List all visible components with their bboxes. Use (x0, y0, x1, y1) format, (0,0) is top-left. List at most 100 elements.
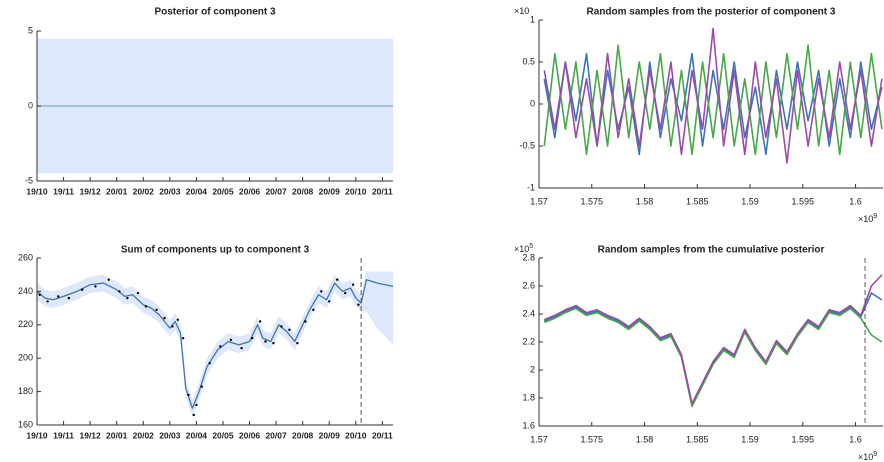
series-line (543, 27, 883, 164)
axis-multiplier: ×105 (514, 243, 533, 255)
observation (357, 303, 360, 306)
y-tick-label: 1.8 (522, 392, 535, 402)
x-tick-label: 20/04 (186, 430, 208, 440)
x-tick-label: 20/04 (186, 186, 208, 196)
x-tick-label: 1.585 (686, 196, 709, 206)
x-tick-label: 1.58 (636, 434, 654, 444)
x-tick-label: 20/11 (372, 186, 393, 196)
chart-title: Sum of components up to component 3 (121, 245, 310, 256)
observation (219, 345, 222, 348)
x-tick-label: 20/01 (106, 430, 128, 440)
observation (67, 296, 71, 300)
multiplier-power: 9 (873, 451, 877, 458)
multiplier-power: 9 (873, 213, 877, 220)
y-tick-label: 2.4 (522, 308, 535, 318)
chart-title: Random samples from the cumulative poste… (598, 245, 825, 256)
observation (351, 283, 355, 286)
observation (240, 346, 243, 350)
y-tick-label: 200 (18, 353, 33, 363)
observation (118, 290, 121, 293)
observation (328, 300, 331, 303)
observation (280, 325, 283, 328)
x-tick-label: 20/03 (159, 430, 181, 440)
observation (163, 316, 166, 320)
series-line (543, 274, 883, 405)
observation (38, 293, 41, 296)
multiplier-power: 5 (529, 243, 533, 250)
observation (126, 296, 129, 300)
observation (187, 393, 190, 397)
credible-band (37, 271, 393, 417)
axis-multiplier: ×10 (514, 6, 529, 16)
chart-title: Random samples from the posterior of com… (587, 7, 836, 18)
observation (94, 285, 97, 288)
x-tick-label: 1.595 (792, 434, 815, 444)
x-tick-label: 1.58 (636, 196, 654, 206)
y-tick-label: 1.6 (522, 420, 535, 430)
y-tick-label: 220 (18, 319, 33, 329)
series-line (36, 279, 394, 409)
y-tick-label: -0.5 (519, 140, 535, 150)
x-tick-label: 20/10 (345, 430, 367, 440)
observation (46, 300, 49, 303)
x-tick-label: 19/11 (53, 430, 74, 440)
x-tick-label: 20/01 (106, 186, 128, 196)
observation (176, 318, 180, 321)
observation (192, 413, 195, 417)
x-tick-label: 20/06 (239, 186, 261, 196)
y-tick-label: 240 (18, 286, 33, 296)
observation (57, 295, 60, 298)
x-tick-label: 20/09 (319, 430, 341, 440)
x-tick-label: 1.59 (741, 196, 759, 206)
observation (171, 325, 174, 328)
y-tick-label: -5 (25, 175, 33, 185)
x-tick-label: 20/02 (133, 186, 155, 196)
x-tick-label: 20/10 (345, 186, 367, 196)
y-tick-label: 2.6 (522, 280, 535, 290)
y-tick-label: 160 (18, 419, 33, 429)
observation (200, 385, 203, 388)
observation (229, 338, 233, 342)
x-tick-label: 19/12 (79, 186, 101, 196)
x-tick-label: 1.575 (580, 434, 603, 444)
x-tick-label: 20/06 (239, 430, 261, 440)
x-tick-label: 20/03 (159, 186, 181, 196)
observation (107, 278, 110, 281)
axis-multiplier: ×109 (858, 451, 877, 462)
y-tick-label: -1 (527, 182, 535, 192)
x-tick-label: 20/05 (212, 186, 234, 196)
series-line (543, 44, 883, 156)
observation (264, 340, 267, 343)
x-tick-label: 20/07 (265, 430, 287, 440)
observation (320, 290, 323, 293)
x-tick-label: 20/05 (212, 430, 234, 440)
chart-title: Posterior of component 3 (154, 7, 276, 18)
observation (304, 320, 307, 323)
x-tick-label: 1.6 (849, 434, 862, 444)
x-tick-label: 19/12 (79, 430, 101, 440)
y-tick-label: 5 (28, 25, 33, 35)
y-tick-label: 260 (18, 252, 33, 262)
observation (272, 341, 275, 345)
observation (312, 308, 315, 311)
series-line (543, 307, 883, 408)
x-tick-label: 20/09 (319, 186, 341, 196)
x-tick-label: 19/11 (53, 186, 74, 196)
multiplier-base: ×10 (858, 452, 873, 462)
y-tick-label: 2.8 (522, 252, 535, 262)
axis-multiplier: ×109 (858, 213, 877, 225)
observation (144, 305, 148, 308)
observation (288, 328, 291, 332)
observation (296, 341, 299, 345)
observation (336, 278, 339, 281)
multiplier-base: ×10 (514, 6, 529, 16)
y-tick-label: 180 (18, 386, 33, 396)
observation (181, 336, 185, 340)
x-tick-label: 1.575 (580, 196, 603, 206)
y-tick-label: 1 (530, 14, 535, 24)
y-tick-label: 2 (530, 364, 535, 374)
x-tick-label: 20/08 (292, 430, 314, 440)
x-tick-label: 1.57 (530, 196, 548, 206)
x-tick-label: 1.595 (792, 196, 815, 206)
